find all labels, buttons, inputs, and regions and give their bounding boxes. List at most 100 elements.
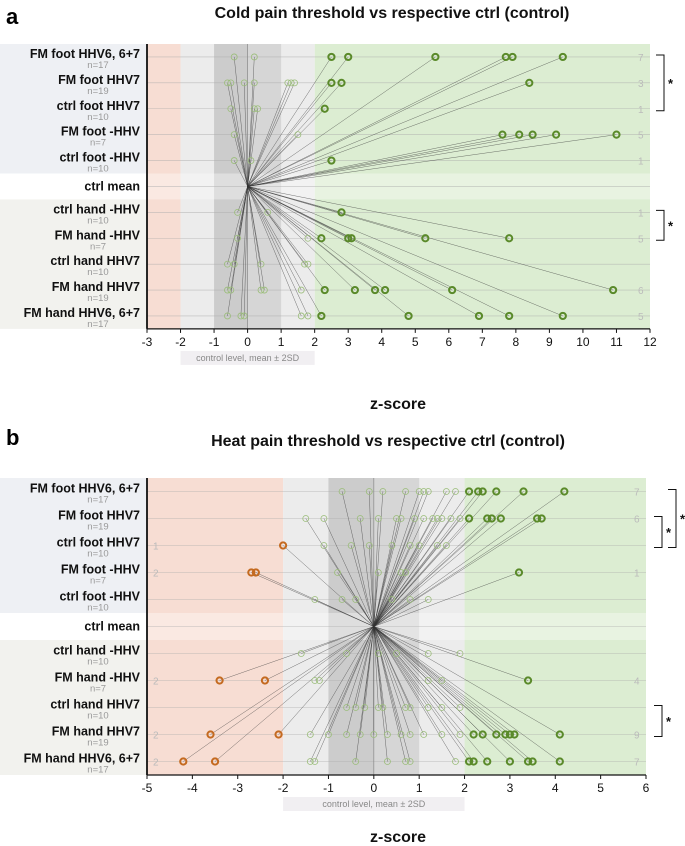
data-point — [469, 757, 478, 766]
connector-line — [346, 626, 375, 735]
data-point — [240, 79, 248, 87]
x-tick-label: 12 — [643, 335, 657, 349]
data-point — [537, 514, 546, 523]
connector-line — [373, 491, 456, 627]
data-point — [206, 730, 215, 739]
connector-line — [369, 491, 375, 627]
data-point — [352, 596, 360, 603]
connector-line — [355, 599, 375, 627]
data-point — [247, 568, 256, 577]
data-point — [483, 757, 492, 766]
connector-line — [247, 56, 255, 187]
data-point — [327, 78, 336, 87]
x-tick-label: 6 — [643, 781, 650, 795]
connector-line — [373, 518, 538, 627]
label-bg-hand — [0, 199, 147, 329]
data-point — [411, 515, 419, 522]
data-point — [320, 285, 329, 295]
connector-line — [373, 491, 384, 627]
row-label: ctrl mean — [84, 620, 140, 634]
connector-line — [373, 518, 397, 627]
connector-line — [247, 186, 453, 291]
connector-line — [373, 626, 429, 708]
connector-line — [247, 82, 295, 187]
connector-line — [373, 626, 443, 735]
data-point — [505, 311, 514, 321]
data-point — [552, 130, 561, 139]
connector-line — [373, 518, 402, 627]
x-tick-label: 3 — [345, 335, 352, 349]
significance-star: * — [666, 714, 672, 729]
connector-line — [373, 491, 429, 627]
connector-line — [373, 626, 388, 762]
data-point — [523, 676, 533, 685]
data-point — [501, 730, 510, 739]
x-tick-label: 0 — [244, 335, 251, 349]
data-point — [464, 487, 474, 496]
data-point — [210, 757, 220, 766]
data-point — [464, 514, 474, 523]
x-tick-label: -3 — [232, 781, 243, 795]
x-tick-label: 8 — [513, 335, 520, 349]
significance-star: * — [668, 76, 674, 91]
connector-line — [323, 518, 375, 627]
connector-line — [247, 160, 332, 187]
connector-line — [373, 626, 560, 735]
data-point — [402, 758, 409, 765]
data-point — [558, 52, 567, 62]
data-point — [311, 758, 319, 765]
connector-line — [373, 518, 452, 627]
data-point — [525, 78, 534, 87]
data-point — [433, 515, 441, 522]
data-point — [406, 758, 414, 765]
connector-line — [373, 626, 424, 735]
row-label: FM hand HHV7 — [52, 280, 140, 294]
connector-line — [230, 82, 248, 187]
connector-line — [247, 186, 426, 239]
data-point — [402, 488, 409, 495]
data-point — [344, 52, 353, 62]
connector-line — [373, 545, 447, 627]
data-point — [560, 487, 569, 496]
data-point — [274, 730, 283, 739]
data-point — [505, 730, 515, 739]
x-tick-label: 9 — [546, 335, 553, 349]
panel-letter-a: a — [6, 4, 19, 29]
data-point — [227, 79, 235, 87]
x-tick-label: 1 — [416, 781, 423, 795]
row-label: FM foot HHV6, 6+7 — [30, 47, 140, 61]
data-point — [250, 53, 258, 61]
x-tick-label: -3 — [142, 335, 153, 349]
connector-line — [247, 134, 503, 187]
data-point — [370, 731, 378, 738]
significance-bracket — [656, 54, 665, 112]
data-point — [487, 514, 496, 523]
connector-line — [373, 491, 524, 627]
data-point — [474, 487, 483, 496]
row-n-label: n=10 — [87, 215, 108, 226]
data-point — [302, 515, 310, 522]
connector-line — [233, 56, 248, 187]
connector-line — [237, 186, 248, 213]
connector-line — [247, 56, 436, 187]
row-n-label: n=7 — [90, 576, 106, 587]
data-point — [528, 757, 537, 766]
connector-line — [219, 626, 374, 681]
x-tick-label: 6 — [445, 335, 452, 349]
data-point — [337, 78, 346, 87]
data-point — [478, 730, 487, 739]
data-point — [523, 757, 533, 766]
row-n-label: n=17 — [87, 765, 108, 776]
data-point — [420, 731, 428, 738]
connector-line — [373, 626, 388, 735]
outlier-count: 2 — [153, 677, 159, 688]
connector-line — [373, 572, 402, 627]
connector-line — [373, 518, 501, 627]
panel-a-xlabel: z-score — [370, 396, 426, 413]
significance-bracket — [654, 516, 663, 548]
panel-b-title: Heat pain threshold vs respective ctrl (… — [211, 433, 565, 450]
data-point — [251, 568, 260, 577]
connector-line — [373, 626, 470, 762]
significance-star: * — [668, 218, 674, 233]
